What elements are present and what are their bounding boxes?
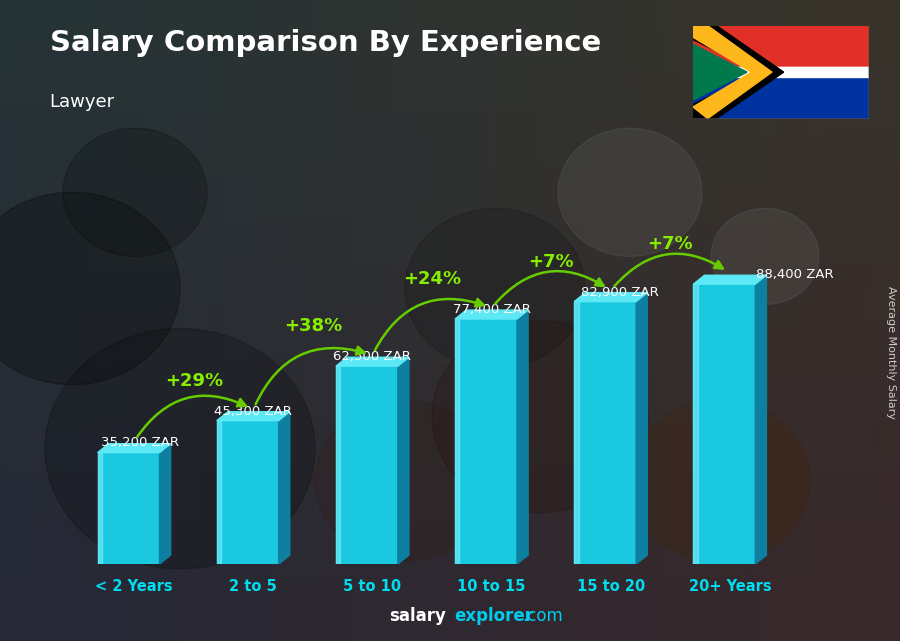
Polygon shape (693, 275, 767, 284)
Bar (217, 420, 221, 564)
Bar (455, 319, 459, 564)
Text: salary: salary (389, 607, 446, 625)
Polygon shape (574, 293, 647, 302)
Text: 5 to 10: 5 to 10 (344, 579, 401, 594)
Polygon shape (693, 26, 784, 119)
Bar (574, 302, 636, 564)
Bar (693, 284, 755, 564)
Polygon shape (755, 275, 767, 564)
Ellipse shape (315, 401, 495, 561)
FancyArrowPatch shape (615, 254, 723, 287)
Ellipse shape (45, 329, 315, 569)
Polygon shape (97, 444, 171, 453)
Text: +7%: +7% (528, 253, 574, 271)
Ellipse shape (0, 192, 180, 385)
Bar (574, 302, 579, 564)
Text: .com: .com (522, 607, 562, 625)
Bar (336, 366, 398, 564)
Text: +29%: +29% (165, 372, 223, 390)
Bar (336, 366, 340, 564)
Bar (97, 453, 159, 564)
Bar (693, 284, 698, 564)
Ellipse shape (711, 208, 819, 304)
Polygon shape (336, 357, 409, 366)
Text: +24%: +24% (403, 271, 461, 288)
Text: Lawyer: Lawyer (50, 93, 114, 111)
Text: explorer: explorer (454, 607, 534, 625)
Bar (693, 26, 868, 67)
Text: +7%: +7% (647, 235, 693, 253)
Polygon shape (217, 412, 290, 420)
Polygon shape (636, 293, 647, 564)
Polygon shape (693, 26, 772, 119)
Ellipse shape (432, 320, 648, 513)
Bar (97, 453, 102, 564)
Bar (693, 77, 868, 119)
Text: 15 to 20: 15 to 20 (577, 579, 645, 594)
Text: 2 to 5: 2 to 5 (230, 579, 277, 594)
Bar (455, 319, 517, 564)
Text: Salary Comparison By Experience: Salary Comparison By Experience (50, 29, 601, 57)
Ellipse shape (405, 208, 585, 369)
Polygon shape (517, 310, 528, 564)
Ellipse shape (558, 128, 702, 256)
Bar (693, 67, 868, 77)
Text: 62,500 ZAR: 62,500 ZAR (334, 351, 411, 363)
FancyArrowPatch shape (137, 395, 246, 437)
Text: 77,400 ZAR: 77,400 ZAR (453, 303, 530, 316)
Text: Average Monthly Salary: Average Monthly Salary (886, 286, 896, 419)
Polygon shape (159, 444, 171, 564)
Ellipse shape (630, 401, 810, 561)
Text: 10 to 15: 10 to 15 (457, 579, 526, 594)
Polygon shape (279, 412, 290, 564)
Text: 45,300 ZAR: 45,300 ZAR (214, 405, 292, 418)
Text: +38%: +38% (284, 317, 342, 335)
FancyArrowPatch shape (256, 347, 364, 404)
Polygon shape (693, 44, 747, 100)
Text: 35,200 ZAR: 35,200 ZAR (101, 437, 179, 449)
Ellipse shape (63, 128, 207, 256)
Text: 20+ Years: 20+ Years (688, 579, 771, 594)
Polygon shape (398, 357, 409, 564)
FancyArrowPatch shape (375, 299, 483, 350)
Polygon shape (455, 310, 528, 319)
FancyArrowPatch shape (495, 271, 604, 304)
Text: 88,400 ZAR: 88,400 ZAR (756, 269, 833, 281)
Bar (217, 420, 279, 564)
Text: 82,900 ZAR: 82,900 ZAR (581, 286, 659, 299)
Text: < 2 Years: < 2 Years (95, 579, 173, 594)
